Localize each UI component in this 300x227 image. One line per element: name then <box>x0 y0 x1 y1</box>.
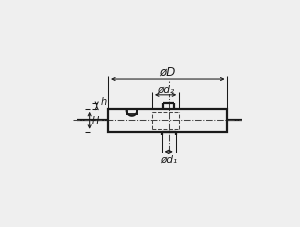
Text: øD: øD <box>160 65 176 78</box>
Text: ød₂: ød₂ <box>157 84 174 94</box>
Text: h: h <box>101 96 107 106</box>
Text: ød₁: ød₁ <box>160 154 177 164</box>
Bar <box>108 109 227 132</box>
Text: H: H <box>92 116 100 126</box>
